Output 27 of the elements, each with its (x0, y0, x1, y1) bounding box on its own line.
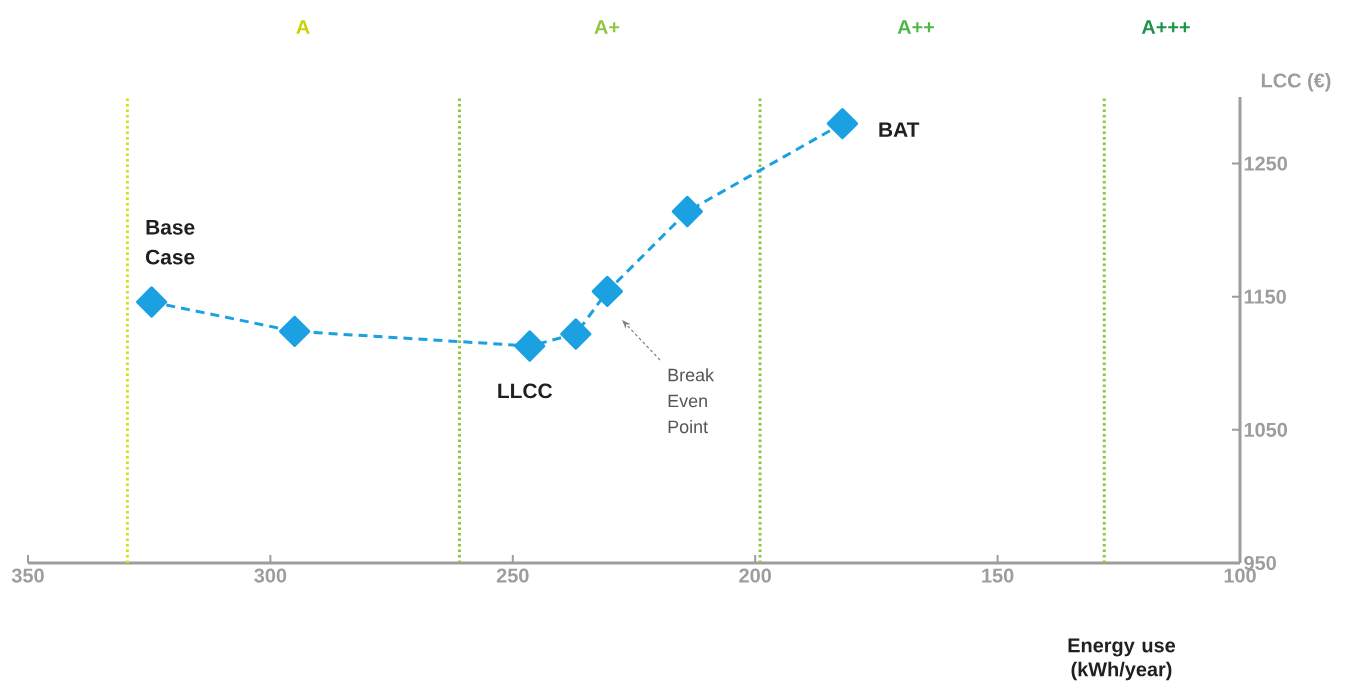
x-tick-label: 100 (1224, 568, 1256, 583)
point (826, 107, 859, 140)
text: A++ (897, 20, 935, 34)
x-tick-label: 250 (496, 568, 529, 583)
point (135, 286, 168, 318)
y-axis-title: LCC (€) (1261, 72, 1331, 92)
x-axis-title: Energy use (kWh/year) (1068, 638, 1176, 681)
text: A+ (594, 20, 620, 34)
point (591, 275, 623, 308)
x-tick-label: 300 (254, 568, 287, 583)
text: A+++ (1141, 20, 1190, 34)
point (671, 195, 703, 228)
x-tick-label: 350 (11, 568, 44, 583)
y-tick-label: 1250 (1244, 156, 1288, 171)
point (514, 330, 546, 362)
y-tick-label: 950 (1244, 555, 1276, 571)
annotation: Break Even Point (668, 368, 715, 434)
y-tick-label: 1050 (1244, 422, 1288, 437)
x-tick-label: 150 (982, 568, 1014, 583)
y-tick-label: 1150 (1244, 289, 1286, 304)
x-tick-label: 200 (739, 568, 771, 583)
annotation: BAT (879, 122, 920, 137)
annotation: LLCC (498, 383, 553, 399)
annotation: Base Case (145, 220, 195, 265)
point (560, 318, 592, 350)
text: A (296, 20, 310, 34)
point (278, 315, 311, 347)
